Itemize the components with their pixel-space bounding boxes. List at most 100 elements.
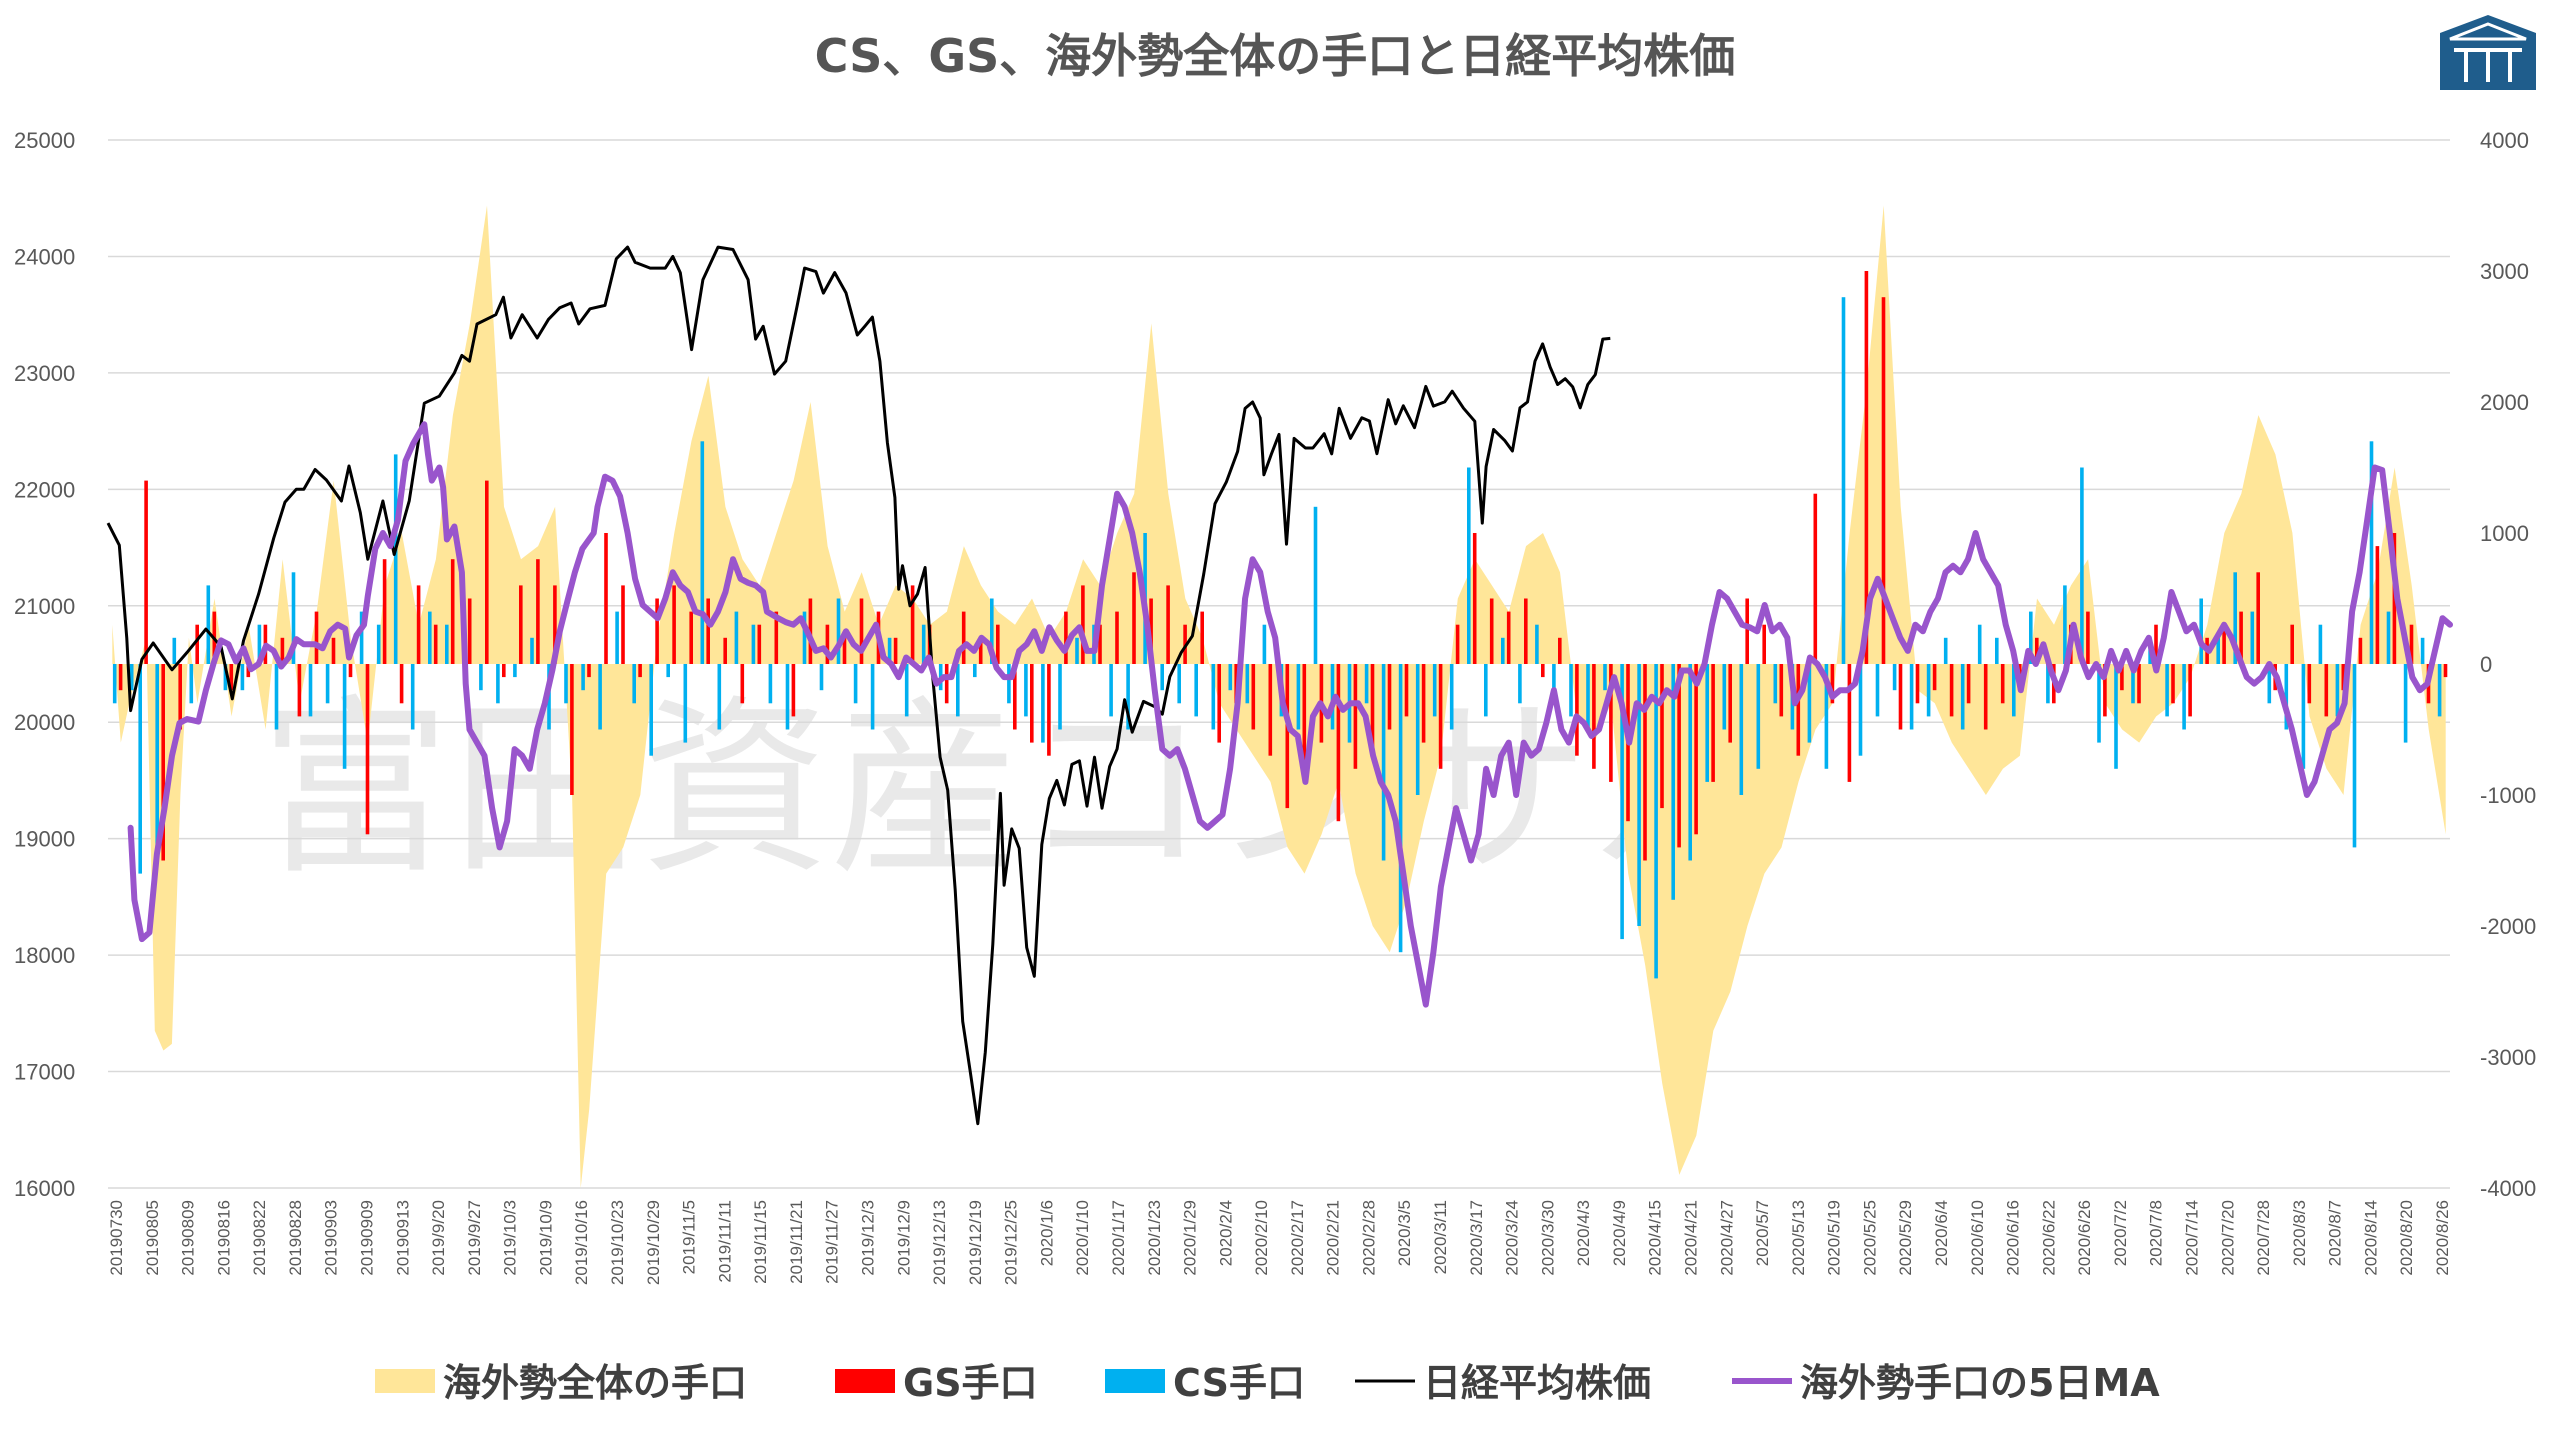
cs-bar — [1449, 664, 1454, 730]
cs-bar — [1415, 664, 1420, 795]
legend-swatch — [835, 1369, 895, 1393]
gs-bar — [1387, 664, 1392, 730]
gs-bar — [2239, 611, 2243, 664]
gs-bar — [1217, 664, 1221, 743]
cs-bar — [1160, 664, 1164, 691]
x-tick-label: 20190828 — [286, 1200, 305, 1276]
gs-bar — [1677, 664, 1681, 848]
y-left-tick-label: 17000 — [14, 1060, 75, 1085]
cs-bar — [1671, 664, 1675, 900]
cs-bar — [1943, 637, 1948, 664]
cs-bar — [2420, 637, 2425, 664]
legend: 海外勢全体の手口 GS手口 CS手口 日経平均株価 海外勢手口の5日MA — [375, 1361, 2160, 1405]
x-tick-label: 2020/8/14 — [2361, 1200, 2380, 1276]
overseas-area-series — [112, 205, 2446, 1188]
cs-bar — [410, 664, 415, 730]
gs-bar — [1541, 664, 1545, 678]
x-tick-label: 2020/4/15 — [1646, 1200, 1665, 1276]
gs-bar — [825, 624, 830, 664]
overseas-area — [112, 205, 2446, 1188]
cs-bar — [445, 624, 449, 664]
gs-bar — [1762, 624, 1766, 664]
cs-bar — [1041, 664, 1045, 743]
x-tick-label: 2019/9/20 — [429, 1200, 448, 1276]
cs-bar — [1586, 664, 1590, 730]
gs-bar — [1558, 637, 1562, 664]
gs-bar — [2086, 611, 2090, 664]
gs-bar — [1200, 611, 1204, 664]
cs-bar — [2369, 441, 2374, 664]
gs-bar — [1694, 664, 1698, 835]
x-tick-label: 2019/11/21 — [787, 1200, 806, 1284]
cs-bar — [376, 624, 381, 664]
legend-item-nikkei: 日経平均株価 — [1355, 1361, 1651, 1405]
gs-bar — [1302, 664, 1307, 782]
gs-bar-series — [118, 271, 2448, 861]
cs-bar — [1995, 637, 1999, 664]
x-tick-label: 2019/9/27 — [465, 1200, 484, 1276]
gs-bar — [1438, 664, 1443, 769]
x-tick-label: 2020/5/13 — [1789, 1200, 1808, 1276]
gs-bar — [485, 480, 489, 664]
x-tick-label: 2020/5/7 — [1753, 1200, 1772, 1266]
cs-bar — [2233, 572, 2237, 664]
gs-bar — [348, 664, 353, 678]
cs-bar — [751, 624, 756, 664]
x-tick-label: 20190909 — [358, 1200, 377, 1276]
cs-bar — [1075, 637, 1079, 664]
gs-bar — [672, 585, 676, 664]
x-tick-label: 2020/2/4 — [1216, 1200, 1235, 1266]
cs-bar — [206, 585, 211, 664]
gs-bar — [144, 480, 148, 664]
gs-bar — [2222, 624, 2226, 664]
cs-bar — [172, 637, 177, 664]
gs-bar — [399, 664, 404, 704]
gs-bar — [178, 664, 182, 730]
cs-bar — [1926, 664, 1931, 717]
cs-bar — [2437, 664, 2442, 717]
x-tick-label: 2020/2/10 — [1252, 1200, 1271, 1276]
x-tick-label: 2020/5/29 — [1896, 1200, 1915, 1276]
gs-bar — [1660, 664, 1664, 809]
cs-bar — [819, 664, 824, 691]
gs-bar — [1898, 664, 1903, 730]
cs-bar — [990, 598, 994, 664]
x-tick-label: 2019/12/3 — [859, 1200, 878, 1276]
cs-bar-series — [112, 297, 2442, 979]
gs-bar — [2137, 664, 2141, 704]
x-tick-label: 20190805 — [143, 1200, 162, 1276]
cs-bar — [1467, 467, 1471, 664]
x-tick-label: 2020/6/10 — [1968, 1200, 1987, 1276]
cs-bar — [138, 664, 142, 874]
cs-bar — [581, 664, 585, 691]
gs-bar — [365, 664, 370, 835]
x-tick-label: 2019/10/23 — [608, 1200, 627, 1285]
legend-item-cs: CS手口 — [1105, 1361, 1305, 1405]
gs-bar — [297, 664, 302, 717]
gs-bar — [2290, 624, 2294, 664]
gs-bar — [1796, 664, 1801, 756]
cs-bar — [129, 664, 134, 691]
x-tick-label: 2020/6/22 — [2039, 1200, 2058, 1276]
gs-bar — [229, 664, 234, 691]
gs-bar — [2188, 664, 2192, 717]
cs-bar — [2301, 664, 2306, 769]
gs-bar — [1030, 664, 1034, 743]
gs-bar — [2154, 624, 2158, 664]
y-right-tick-label: -1000 — [2480, 783, 2536, 808]
logo-icon — [2440, 15, 2536, 90]
cs-bar — [1909, 664, 1914, 730]
gs-bar — [1745, 598, 1749, 664]
cs-bar — [904, 664, 909, 717]
cs-bar — [112, 664, 117, 704]
gs-bar — [1115, 611, 1119, 664]
gs-bar — [1966, 664, 1971, 704]
cs-bar — [1722, 664, 1727, 730]
x-tick-label: 2020/5/25 — [1860, 1200, 1879, 1276]
cs-bar — [1296, 664, 1301, 730]
x-tick-label: 2020/1/29 — [1181, 1200, 1200, 1276]
cs-bar — [2114, 664, 2118, 769]
cs-bar — [428, 611, 432, 664]
gs-bar — [1098, 624, 1102, 664]
cs-bar — [683, 664, 688, 743]
